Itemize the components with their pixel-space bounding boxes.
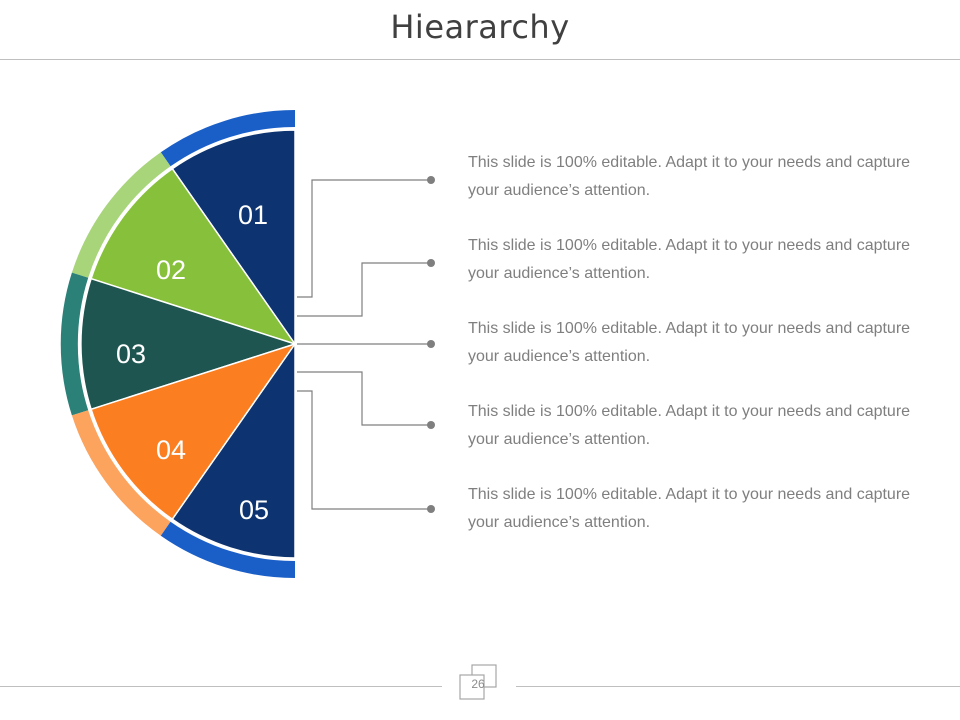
item-text-04: This slide is 100% editable. Adapt it to… <box>468 403 911 448</box>
segment-03-rim <box>60 272 89 416</box>
segment-01-wedge <box>171 129 296 347</box>
connector-03-dot <box>427 340 435 348</box>
connector-05 <box>297 390 430 510</box>
segment-05-wedge <box>171 341 296 559</box>
item-text-02: This slide is 100% editable. Adapt it to… <box>468 237 911 282</box>
segment-01-rim <box>160 109 295 167</box>
footer-divider-left <box>0 686 442 687</box>
footer-divider-right <box>516 686 960 687</box>
connector-02 <box>297 262 430 317</box>
segment-02-wedge <box>90 167 297 346</box>
segment-04-rim <box>71 410 171 536</box>
title-divider <box>0 59 960 60</box>
page-number: 26 <box>471 677 485 691</box>
segment-04-number: 04 <box>156 435 186 465</box>
connector-05-dot <box>427 505 435 513</box>
segment-04-wedge <box>90 342 297 521</box>
segment-05-number: 05 <box>239 495 269 525</box>
segment-01-number: 01 <box>238 200 268 230</box>
connector-04 <box>297 371 430 426</box>
segment-02-rim <box>71 152 171 278</box>
segment-03-wedge <box>80 277 298 411</box>
segment-03-number: 03 <box>116 339 146 369</box>
connector-01 <box>297 179 430 298</box>
page-number-icon <box>459 664 497 700</box>
slide-title: Hieararchy <box>390 8 570 46</box>
connector-02-dot <box>427 259 435 267</box>
item-text-01: This slide is 100% editable. Adapt it to… <box>468 154 911 199</box>
connector-04-dot <box>427 421 435 429</box>
segment-02-number: 02 <box>156 255 186 285</box>
item-text-05: This slide is 100% editable. Adapt it to… <box>468 486 911 531</box>
item-text-03: This slide is 100% editable. Adapt it to… <box>468 320 911 365</box>
segment-05-rim <box>160 521 295 578</box>
connector-01-dot <box>427 176 435 184</box>
